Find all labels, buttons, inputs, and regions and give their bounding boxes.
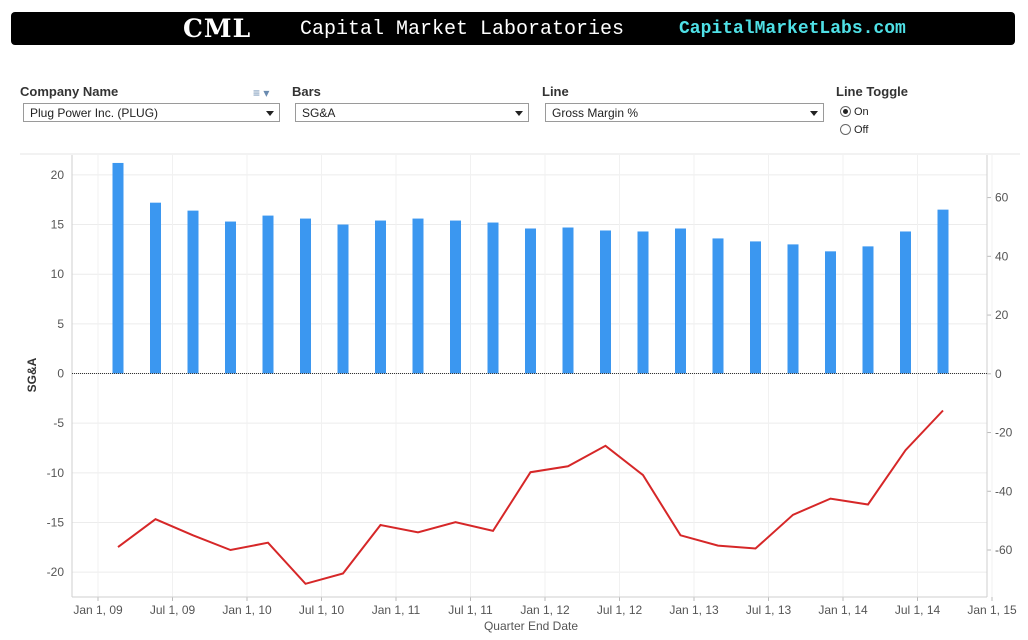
x-tick-label: Jul 1, 10: [299, 603, 345, 617]
y-right-tick-label: -20: [995, 426, 1013, 440]
bar-series: [112, 162, 949, 374]
x-tick-label: Jan 1, 12: [520, 603, 570, 617]
bar: [262, 215, 274, 374]
site-link[interactable]: CapitalMarketLabs.com: [679, 19, 906, 39]
y-left-tick-label: 5: [57, 317, 64, 331]
bar: [825, 251, 836, 374]
toggle-on-radio[interactable]: On: [840, 106, 869, 118]
toggle-off-radio[interactable]: Off: [840, 124, 868, 136]
bar: [525, 228, 536, 374]
chevron-down-icon: [810, 111, 818, 116]
bar: [487, 222, 499, 374]
y-right-tick-label: 20: [995, 308, 1009, 322]
line-select-value: Gross Margin %: [552, 106, 639, 120]
x-tick-label: Jan 1, 15: [967, 603, 1017, 617]
y-axis-label: SG&A: [25, 357, 39, 392]
x-tick-label: Jan 1, 13: [669, 603, 719, 617]
bar: [337, 224, 349, 374]
bars-select[interactable]: SG&A: [295, 103, 529, 122]
x-tick-label: Jul 1, 13: [746, 603, 792, 617]
company-label: Company Name: [20, 84, 119, 99]
line-toggle-label: Line Toggle: [836, 84, 908, 99]
bar: [750, 241, 761, 374]
x-tick-label: Jul 1, 11: [448, 603, 493, 617]
line-path: [117, 409, 944, 585]
y-right-tick-label: 60: [995, 191, 1009, 205]
bar: [562, 227, 574, 374]
toggle-off-label: Off: [854, 124, 869, 136]
x-axis-label: Quarter End Date: [484, 619, 578, 633]
toggle-on-label: On: [854, 106, 869, 118]
x-tick-label: Jan 1, 14: [818, 603, 868, 617]
bars-label: Bars: [292, 84, 321, 99]
y-left-tick-label: 10: [51, 267, 65, 281]
x-tick-label: Jan 1, 10: [222, 603, 272, 617]
bar: [600, 230, 611, 374]
axes: 20 15 10 5 0 -5 -10 -15 -20 60 40 20 0 -20 -40 -60 Jan 1…: [20, 153, 1020, 617]
y-left-tick-label: 15: [51, 218, 65, 232]
sga-gross-margin-chart: 20 15 10 5 0 -5 -10 -15 -20 60 40 20 0 -20 -40 -60 Jan 1…: [20, 153, 1020, 633]
bar: [450, 220, 461, 374]
y-left-tick-label: -20: [47, 565, 65, 579]
bar: [637, 231, 649, 374]
company-select[interactable]: Plug Power Inc. (PLUG): [23, 103, 280, 122]
radio-empty-icon: [840, 124, 851, 135]
chevron-down-icon: [266, 111, 274, 116]
banner-title: Capital Market Laboratories: [300, 18, 625, 41]
bar: [675, 228, 686, 374]
line-select[interactable]: Gross Margin %: [545, 103, 824, 122]
bar: [225, 221, 236, 374]
app-banner: CML Capital Market Laboratories CapitalM…: [11, 12, 1015, 45]
line-label: Line: [542, 84, 569, 99]
grid-lines: [72, 155, 993, 597]
bar: [900, 231, 911, 374]
bar: [712, 238, 724, 374]
y-right-tick-label: -60: [995, 543, 1013, 557]
bar: [862, 246, 874, 374]
x-tick-label: Jul 1, 12: [597, 603, 643, 617]
bar: [375, 220, 386, 374]
y-right-tick-label: -40: [995, 484, 1013, 498]
y-left-tick-label: 20: [51, 168, 65, 182]
radio-selected-icon: [840, 106, 851, 117]
line-series: [117, 409, 944, 585]
bar: [187, 210, 199, 374]
company-select-value: Plug Power Inc. (PLUG): [30, 106, 159, 120]
brand-logo: CML: [183, 14, 252, 43]
y-right-tick-label: 0: [995, 367, 1002, 381]
y-left-tick-label: -10: [47, 466, 65, 480]
y-left-tick-label: 0: [57, 367, 64, 381]
y-left-tick-label: -15: [47, 516, 65, 530]
x-tick-label: Jul 1, 14: [895, 603, 941, 617]
x-tick-label: Jul 1, 09: [150, 603, 196, 617]
filter-menu-icon[interactable]: ≡ ▾: [253, 86, 270, 100]
bars-select-value: SG&A: [302, 106, 336, 120]
bar: [112, 162, 124, 374]
bar: [937, 209, 949, 374]
chevron-down-icon: [515, 111, 523, 116]
x-tick-label: Jan 1, 09: [73, 603, 123, 617]
y-right-tick-label: 40: [995, 249, 1009, 263]
y-left-tick-label: -5: [53, 416, 64, 430]
bar: [412, 218, 424, 374]
bar: [300, 218, 311, 374]
x-tick-label: Jan 1, 11: [372, 603, 421, 617]
bar: [150, 202, 161, 374]
bar: [787, 244, 799, 374]
